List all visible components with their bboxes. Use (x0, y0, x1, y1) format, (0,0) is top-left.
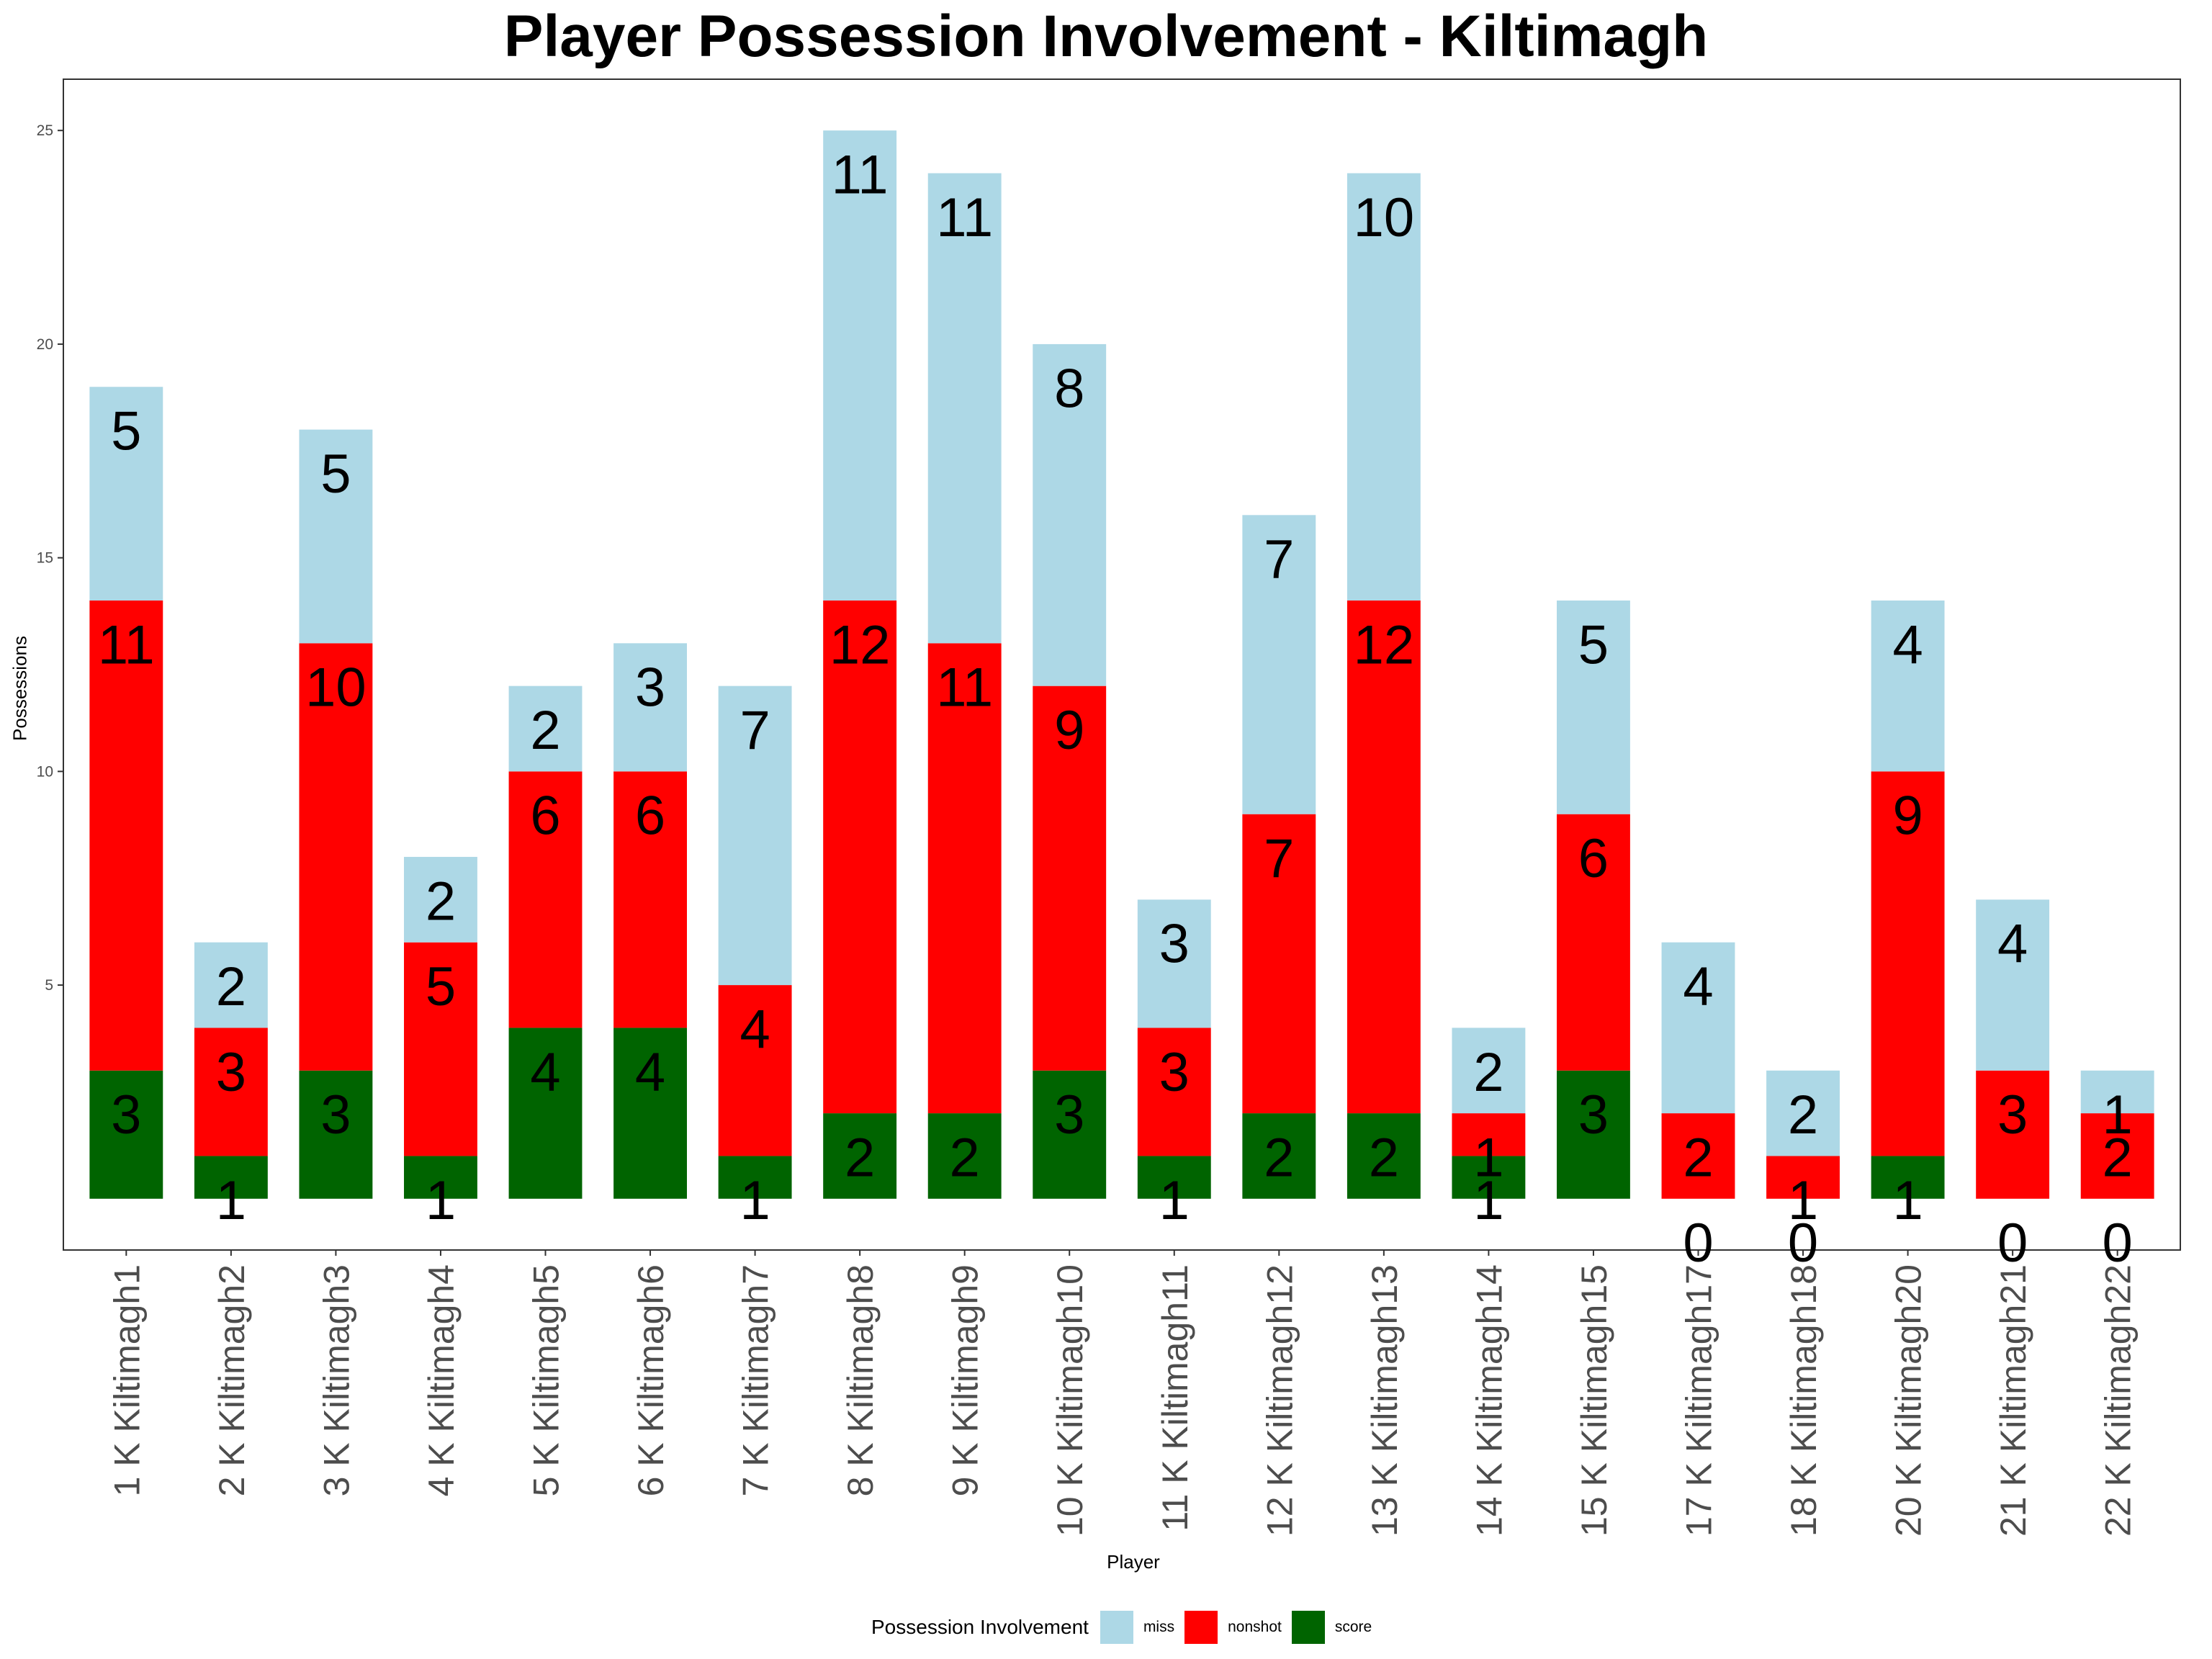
data-label-miss: 3 (635, 657, 665, 719)
legend-key-score (1292, 1611, 1325, 1644)
x-tick-label: 17 K Kiltimagh17 (1678, 1264, 1719, 1537)
legend-label-score: score (1335, 1619, 1372, 1636)
legend-key-miss (1100, 1611, 1133, 1644)
data-label-nonshot: 6 (1578, 828, 1609, 889)
data-label-nonshot: 11 (98, 614, 155, 675)
legend-label-miss: miss (1143, 1619, 1174, 1636)
data-label-nonshot: 3 (1997, 1084, 2028, 1146)
x-tick-label: 1 K Kiltimagh1 (107, 1264, 147, 1496)
data-label-score: 4 (530, 1042, 560, 1103)
x-tick-label: 6 K Kiltimagh6 (631, 1264, 671, 1496)
legend-key-nonshot (1184, 1611, 1218, 1644)
legend: Possession Involvement miss nonshot scor… (871, 1607, 1382, 1647)
y-axis-title: Possessions (9, 636, 32, 741)
plot-panel-border (63, 79, 2180, 1250)
data-label-miss: 5 (320, 444, 351, 505)
stacked-bar-chart: 510152025 311513231051524624631472121121… (0, 0, 2212, 1659)
data-label-score: 3 (1054, 1084, 1084, 1146)
data-label-miss: 2 (530, 700, 560, 761)
data-label-nonshot: 7 (1264, 828, 1294, 889)
data-label-score: 1 (739, 1170, 770, 1231)
data-label-nonshot: 11 (936, 657, 993, 719)
data-label-score: 2 (1264, 1127, 1294, 1188)
y-tick-label: 10 (37, 763, 53, 780)
data-label-miss: 2 (216, 956, 246, 1017)
data-label-miss: 5 (1578, 614, 1609, 675)
x-tick-label: 13 K Kiltimagh13 (1364, 1264, 1405, 1537)
data-label-nonshot: 10 (305, 657, 367, 719)
x-tick-label: 21 K Kiltimagh21 (1993, 1264, 2033, 1537)
bar-nonshot (823, 601, 896, 1113)
y-axis: 5 10 15 20 25 (37, 122, 63, 994)
x-axis-title: Player (1090, 1551, 1177, 1573)
data-label-score: 1 (426, 1170, 456, 1231)
data-label-nonshot: 3 (1159, 1042, 1190, 1103)
data-label-score: 2 (950, 1127, 980, 1188)
x-tick-label: 10 K Kiltimagh10 (1050, 1264, 1090, 1537)
data-label-miss: 3 (1159, 914, 1190, 975)
data-label-nonshot: 12 (830, 614, 891, 675)
bar-nonshot (1347, 601, 1421, 1113)
x-tick-label: 20 K Kiltimagh20 (1889, 1264, 1929, 1537)
x-tick-label: 12 K Kiltimagh12 (1259, 1264, 1300, 1537)
data-label-score: 1 (1892, 1170, 1923, 1231)
legend-item-nonshot: nonshot (1184, 1611, 1282, 1644)
data-label-nonshot: 12 (1354, 614, 1415, 675)
data-label-score: 3 (320, 1084, 351, 1146)
data-label-miss: 4 (1997, 914, 2028, 975)
data-label-nonshot: 4 (739, 999, 770, 1060)
y-tick-label: 5 (45, 977, 53, 994)
data-label-nonshot: 6 (635, 786, 665, 847)
data-label-miss: 11 (936, 187, 993, 248)
x-tick-label: 7 K Kiltimagh7 (736, 1264, 776, 1496)
data-label-miss: 1 (2103, 1084, 2133, 1146)
legend-label-nonshot: nonshot (1228, 1619, 1282, 1636)
y-tick-label: 15 (37, 550, 53, 567)
x-tick-label: 5 K Kiltimagh5 (526, 1264, 567, 1496)
x-axis: 1 K Kiltimagh1 2 K Kiltimagh2 3 K Kiltimag… (107, 1250, 2138, 1537)
data-label-miss: 2 (426, 871, 456, 932)
data-label-score: 3 (1578, 1084, 1609, 1146)
data-label-miss: 4 (1683, 956, 1713, 1017)
y-tick-label: 20 (37, 336, 53, 353)
data-label-miss: 8 (1054, 358, 1084, 419)
data-label-miss: 10 (1354, 187, 1415, 248)
x-tick-label: 3 K Kiltimagh3 (316, 1264, 356, 1496)
legend-title: Possession Involvement (871, 1616, 1089, 1639)
x-tick-label: 22 K Kiltimagh22 (2098, 1264, 2139, 1537)
data-label-miss: 4 (1892, 614, 1923, 675)
data-label-miss: 2 (1788, 1084, 1818, 1146)
x-tick-label: 11 K Kiltimagh11 (1155, 1264, 1195, 1532)
data-label-score: 1 (216, 1170, 246, 1231)
legend-item-miss: miss (1100, 1611, 1174, 1644)
x-tick-label: 2 K Kiltimagh2 (212, 1264, 252, 1496)
data-label-score: 2 (1369, 1127, 1399, 1188)
x-tick-label: 18 K Kiltimagh18 (1784, 1264, 1824, 1537)
data-label-miss: 11 (832, 145, 889, 206)
data-label-score: 4 (635, 1042, 665, 1103)
x-tick-label: 15 K Kiltimagh15 (1574, 1264, 1614, 1537)
x-tick-label: 8 K Kiltimagh8 (840, 1264, 881, 1496)
data-label-score: 2 (845, 1127, 875, 1188)
y-tick-label: 25 (37, 122, 53, 139)
data-label-nonshot: 3 (216, 1042, 246, 1103)
data-label-miss: 2 (1473, 1042, 1503, 1103)
data-label-miss: 7 (739, 700, 770, 761)
data-label-nonshot: 9 (1054, 700, 1084, 761)
data-label-nonshot: 6 (530, 786, 560, 847)
data-label-miss: 7 (1264, 529, 1294, 590)
data-label-score: 3 (111, 1084, 141, 1146)
data-label-nonshot: 2 (1683, 1127, 1713, 1188)
data-label-score: 1 (1159, 1170, 1190, 1231)
data-label-nonshot: 9 (1892, 786, 1923, 847)
legend-item-score: score (1292, 1611, 1372, 1644)
x-tick-label: 9 K Kiltimagh9 (945, 1264, 986, 1496)
data-label-miss: 5 (111, 401, 141, 462)
data-label-nonshot: 5 (426, 956, 456, 1017)
x-tick-label: 4 K Kiltimagh4 (421, 1264, 462, 1496)
data-label-nonshot: 1 (1788, 1170, 1818, 1231)
bars-layer (89, 130, 2154, 1199)
x-tick-label: 14 K Kiltimagh14 (1469, 1264, 1509, 1537)
data-label-nonshot: 1 (1473, 1127, 1503, 1188)
